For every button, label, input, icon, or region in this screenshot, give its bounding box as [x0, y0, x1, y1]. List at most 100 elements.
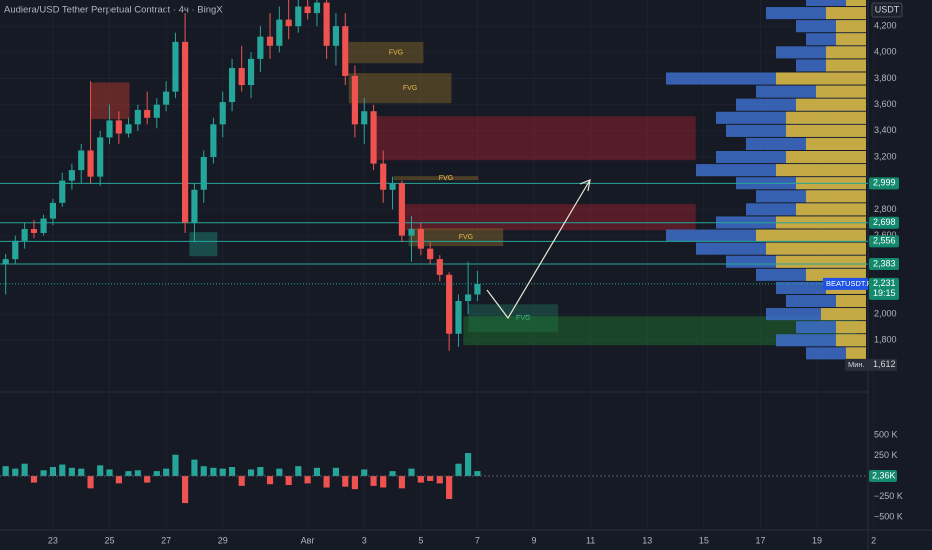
- x-tick-label: 7: [475, 535, 480, 545]
- zone-label: FVG: [403, 85, 417, 92]
- volume-bar: [304, 476, 311, 484]
- volume-bar: [87, 476, 94, 489]
- profile-up: [796, 203, 866, 216]
- y-tick-label: 4,200: [874, 21, 897, 31]
- y-tick-label: 2,800: [874, 204, 897, 214]
- candle-body: [361, 111, 368, 125]
- candle-body: [12, 240, 19, 260]
- candle-body: [153, 104, 160, 118]
- volume-bar: [40, 470, 47, 477]
- symbol: BEATUSDT.P: [826, 279, 872, 288]
- candle-body: [134, 109, 141, 125]
- volume-bar: [257, 466, 264, 477]
- zone-label: FVG: [459, 234, 473, 241]
- volume-bar: [59, 464, 66, 477]
- zone-label: FVG: [439, 175, 453, 182]
- volume-bar: [417, 476, 424, 483]
- candle-body: [125, 124, 132, 134]
- volume-bar: [228, 466, 236, 477]
- volume-bar: [398, 476, 405, 489]
- volume-bar: [163, 468, 170, 477]
- candle-body: [68, 170, 75, 181]
- candle-body: [163, 91, 170, 105]
- profile-up: [806, 268, 866, 281]
- volume-tick-label: −250 K: [874, 491, 903, 501]
- x-tick-label: 3: [362, 535, 367, 545]
- profile-up: [766, 242, 866, 255]
- x-tick-label: 25: [105, 535, 115, 545]
- projection-arrow: [486, 179, 591, 320]
- volume-bar: [465, 453, 472, 477]
- candle-body: [266, 36, 274, 46]
- volume-last: 2,36K: [872, 470, 896, 480]
- candle-body: [380, 163, 387, 190]
- volume-bar: [115, 476, 122, 484]
- y-tick-label: 3,400: [874, 125, 897, 135]
- x-tick-label: 23: [48, 535, 58, 545]
- level-label: 2,698: [873, 217, 896, 227]
- candle-body: [323, 2, 330, 46]
- profile-up: [826, 7, 866, 20]
- y-tick-label: 3,200: [874, 151, 897, 161]
- volume-bar: [106, 469, 113, 477]
- zone-label: FVG: [516, 315, 530, 322]
- volume-bar: [323, 476, 330, 488]
- candle-body: [2, 259, 9, 265]
- profile-up: [836, 33, 866, 46]
- candle-body: [210, 124, 217, 158]
- volume-bar: [2, 466, 9, 477]
- volume-bar: [295, 466, 302, 477]
- x-tick-label: 13: [642, 535, 652, 545]
- candle-body: [436, 259, 443, 275]
- candle-body: [295, 6, 302, 27]
- x-tick-label: 9: [532, 535, 537, 545]
- volume-bar: [49, 466, 57, 477]
- x-tick-label: 2: [871, 535, 876, 545]
- candle-body: [474, 283, 481, 295]
- volume-bar: [219, 468, 226, 477]
- candle-body: [257, 36, 264, 59]
- zone: [403, 204, 696, 231]
- x-tick-label: 29: [218, 535, 228, 545]
- candle-body: [427, 248, 434, 260]
- x-tick-label: 11: [586, 535, 595, 545]
- profile-up: [776, 72, 866, 85]
- profile-total: [806, 0, 866, 7]
- volume-tick-label: −500 K: [874, 511, 903, 521]
- profile-up: [756, 229, 866, 242]
- last-tag: [869, 277, 899, 300]
- candle-body: [446, 274, 453, 334]
- volume-bar: [97, 465, 104, 477]
- volume-bar: [30, 476, 38, 483]
- profile-up: [826, 59, 866, 72]
- profile-up: [836, 294, 866, 308]
- profile-up: [786, 111, 866, 124]
- zone: [189, 232, 218, 257]
- volume-bar: [134, 470, 141, 477]
- candle-body: [370, 111, 377, 164]
- volume-bar: [125, 471, 132, 477]
- candle-body: [389, 183, 396, 190]
- profile-up: [836, 334, 866, 347]
- profile-up: [776, 164, 866, 177]
- profile-up: [821, 308, 866, 321]
- profile-up: [836, 20, 866, 33]
- candle-body: [78, 150, 85, 171]
- candle-body: [276, 19, 283, 46]
- volume-bar: [191, 459, 198, 477]
- candle-body: [342, 26, 349, 76]
- candle-body: [417, 229, 424, 249]
- volume-bar: [78, 468, 85, 477]
- volume-bar: [370, 476, 377, 486]
- currency-box: [871, 2, 903, 18]
- level-tag: [869, 216, 899, 229]
- volume-bar: [446, 476, 453, 499]
- candle-body: [97, 137, 104, 177]
- x-tick-label: 27: [161, 535, 171, 545]
- volume-bar: [21, 463, 28, 477]
- volume-bar: [247, 469, 255, 477]
- profile-up: [806, 190, 866, 203]
- candle-body: [115, 120, 122, 134]
- candle-body: [332, 26, 340, 46]
